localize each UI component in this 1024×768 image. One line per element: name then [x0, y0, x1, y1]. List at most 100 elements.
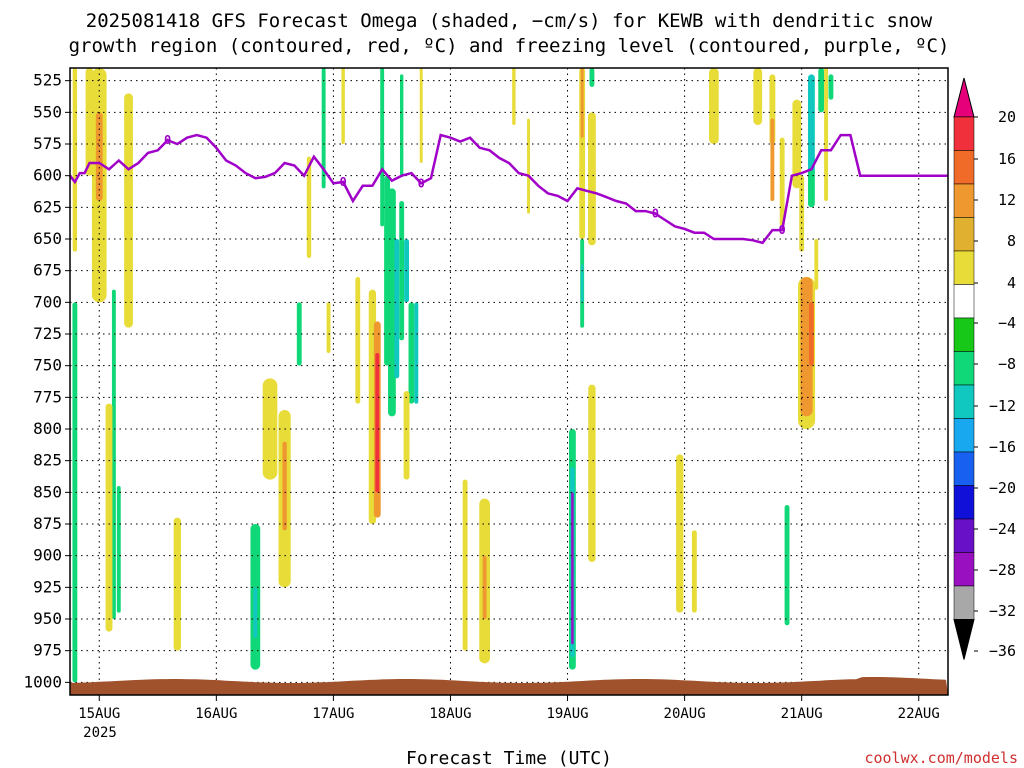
- y-tick-label: 1000: [23, 672, 62, 691]
- omega-cell: [403, 391, 410, 480]
- y-tick-label: 825: [33, 451, 62, 470]
- omega-cell: [375, 353, 380, 493]
- chart-title: 2025081418 GFS Forecast Omega (shaded, −…: [86, 10, 933, 32]
- omega-cell: [808, 74, 815, 176]
- omega-cell: [414, 302, 419, 404]
- omega-cell: [580, 264, 584, 303]
- colorbar-segment: [953, 451, 975, 486]
- omega-cell: [808, 169, 815, 208]
- colorbar-segment: [953, 150, 975, 185]
- freezing-level-label: 0: [340, 175, 347, 189]
- y-tick-label: 800: [33, 419, 62, 438]
- omega-cell: [824, 68, 829, 201]
- y-tick-label: 650: [33, 229, 62, 248]
- y-tick-label: 575: [33, 134, 62, 153]
- y-tick-label: 875: [33, 514, 62, 533]
- y-tick-label: 625: [33, 197, 62, 216]
- omega-cell: [380, 68, 385, 227]
- omega-cell: [527, 118, 530, 214]
- x-axis-label: Forecast Time (UTC): [406, 748, 612, 768]
- colorbar-segment: [953, 77, 975, 118]
- omega-cell: [588, 112, 596, 246]
- omega-cell: [808, 302, 814, 366]
- omega-cell: [341, 68, 345, 144]
- omega-cell: [588, 384, 596, 562]
- omega-cell: [799, 175, 805, 252]
- y-tick-label: 725: [33, 324, 62, 343]
- colorbar-tick-label: −28: [989, 561, 1016, 579]
- omega-cell: [482, 555, 487, 619]
- x-tick-label: 22AUG: [898, 706, 940, 722]
- omega-cell: [399, 201, 405, 341]
- y-tick-label: 525: [33, 71, 62, 90]
- colorbar: [953, 77, 975, 660]
- y-axis-ticks: 525 550 575 600 625 650 675 700 725 750 775 800 825 8…: [23, 71, 70, 691]
- plot-area: 0 0 0 0 0: [69, 67, 949, 696]
- colorbar-tick-label: −4: [998, 314, 1016, 332]
- y-tick-label: 700: [33, 292, 62, 311]
- colorbar-segment: [953, 619, 975, 660]
- omega-cell: [116, 486, 121, 613]
- y-tick-label: 550: [33, 102, 62, 121]
- omega-cell: [282, 441, 287, 531]
- colorbar-tick-label: 8: [1007, 232, 1016, 250]
- omega-cell: [399, 74, 404, 176]
- freezing-level-line: [69, 133, 948, 245]
- colorbar-segment: [953, 284, 975, 319]
- omega-cell: [419, 68, 423, 163]
- colorbar-tick-label: −32: [989, 602, 1016, 620]
- y-tick-label: 975: [33, 641, 62, 660]
- omega-cell: [326, 302, 331, 353]
- terrain-ground: [70, 677, 948, 695]
- omega-cell: [814, 239, 819, 290]
- y-tick-label: 675: [33, 261, 62, 280]
- omega-cell: [676, 454, 684, 613]
- omega-cell: [462, 479, 468, 651]
- colorbar-tick-label: −24: [989, 520, 1016, 538]
- colorbar-segment: [953, 384, 975, 419]
- colorbar-tick-label: −20: [989, 479, 1016, 497]
- colorbar-tick-label: −12: [989, 397, 1016, 415]
- omega-cell: [72, 68, 78, 252]
- colorbar-segment: [953, 518, 975, 553]
- omega-cell: [770, 118, 775, 201]
- colorbar-tick-label: 16: [998, 150, 1016, 168]
- omega-cell: [571, 492, 574, 645]
- y-tick-label: 750: [33, 356, 62, 375]
- omega-cell: [111, 289, 116, 619]
- omega-cell: [124, 93, 133, 328]
- colorbar-segment: [953, 552, 975, 587]
- omega-cell: [321, 68, 326, 189]
- credit-text: coolwx.com/models: [864, 749, 1018, 767]
- colorbar-tick-label: −36: [989, 642, 1016, 660]
- omega-cell: [589, 68, 595, 87]
- colorbar-tick-label: 20: [998, 108, 1016, 126]
- y-tick-label: 775: [33, 387, 62, 406]
- colorbar-segment: [953, 418, 975, 453]
- omega-cell: [580, 68, 584, 138]
- colorbar-segment: [953, 116, 975, 151]
- x-tick-label: 21AUG: [781, 706, 823, 722]
- colorbar-segment: [953, 485, 975, 520]
- x-tick-label: 20AUG: [664, 706, 706, 722]
- omega-cell: [818, 68, 825, 113]
- omega-cell: [355, 277, 361, 404]
- omega-cell: [708, 68, 719, 144]
- omega-shading: [72, 68, 834, 683]
- omega-cell: [253, 587, 258, 638]
- colorbar-tick-label: 12: [998, 191, 1016, 209]
- omega-cell: [296, 302, 302, 366]
- chart-subtitle: growth region (contoured, red, ºC) and f…: [69, 35, 950, 57]
- colorbar-segment: [953, 217, 975, 252]
- omega-cell: [105, 403, 113, 632]
- y-tick-label: 850: [33, 482, 62, 501]
- grid-lines: [70, 68, 948, 695]
- omega-cell: [262, 378, 278, 480]
- y-tick-label: 925: [33, 577, 62, 596]
- colorbar-segment: [953, 585, 975, 620]
- omega-cell: [85, 68, 94, 176]
- y-tick-label: 900: [33, 546, 62, 565]
- colorbar-tick-label: −8: [998, 355, 1016, 373]
- omega-cell: [306, 156, 312, 258]
